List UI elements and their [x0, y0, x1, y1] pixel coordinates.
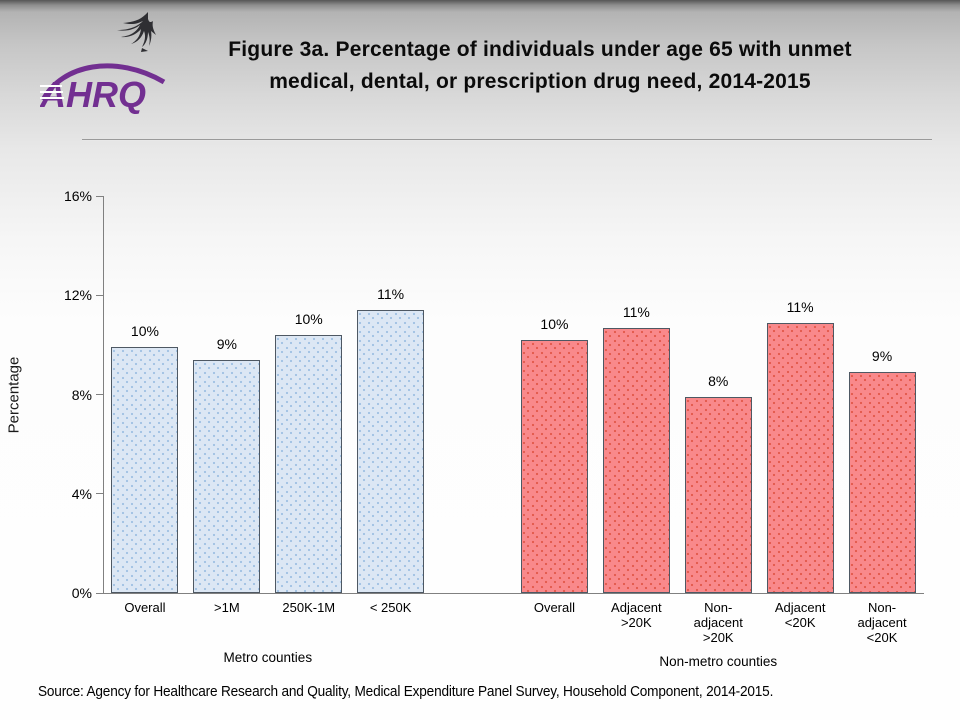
category-label: Overall [533, 600, 576, 615]
slide-title: Figure 3a. Percentage of individuals und… [170, 34, 910, 98]
y-axis-tick [96, 493, 103, 495]
category-label: 250K-1M [282, 600, 336, 615]
y-axis-tick [96, 294, 103, 296]
bar-value-label: 11% [622, 304, 650, 320]
bar-<-250k [357, 310, 425, 593]
y-axis-line [103, 196, 104, 594]
bar-value-label: 10% [130, 323, 159, 339]
y-axis-tick-label: 8% [71, 386, 92, 403]
bar-value-label: 11% [786, 299, 814, 315]
y-axis-tick [96, 592, 103, 594]
bar-value-label: 9% [216, 336, 237, 352]
category-label: >1M [214, 600, 240, 615]
ahrq-logo-text: AHRQ [40, 74, 146, 114]
ahrq-logo: AHRQ [40, 63, 166, 114]
bar->1m [193, 360, 261, 593]
bar-non--adjacent->20k [684, 397, 752, 593]
bar-value-label: 9% [871, 348, 893, 364]
category-label: Non- adjacent >20K [693, 600, 743, 645]
y-axis-tick-label: 16% [63, 188, 92, 204]
y-axis-tick [96, 394, 103, 395]
category-label: < 250K [369, 600, 412, 615]
group-label-non-metro: Non-metro counties [659, 654, 778, 669]
group-label-metro: Metro counties [223, 650, 313, 665]
bar-overall [520, 340, 588, 593]
bar-non--adjacent-<20k [848, 372, 916, 593]
category-label: Non- adjacent <20K [857, 600, 907, 645]
header-divider [82, 139, 932, 141]
y-axis-tick [96, 195, 103, 197]
category-label: Overall [124, 600, 166, 615]
bar-value-label: 11% [377, 286, 405, 302]
hhs-eagle-icon [117, 12, 156, 52]
slide-title-line2: medical, dental, or prescription drug ne… [269, 70, 811, 93]
source-note: Source: Agency for Healthcare Research a… [38, 684, 774, 700]
bar-250k-1m [275, 335, 343, 593]
category-label: Adjacent <20K [774, 600, 826, 630]
slide-title-line1: Figure 3a. Percentage of individuals und… [228, 38, 852, 61]
bar-value-label: 10% [294, 311, 323, 327]
bar-overall [111, 347, 179, 593]
y-axis-tick-label: 0% [71, 585, 92, 601]
category-label: Adjacent >20K [611, 600, 662, 630]
agency-logo-block: AHRQ [38, 6, 248, 114]
bar-adjacent->20k [602, 328, 670, 593]
y-axis-tick-label: 12% [63, 287, 92, 304]
bar-chart: 0% 4% 8% 12% 16% 10% Overall 9% >1M 10% 250K-1M 11%… [64, 188, 924, 669]
bar-value-label: 10% [540, 316, 569, 332]
bar-value-label: 8% [708, 373, 729, 389]
bar-adjacent-<20k [766, 323, 834, 593]
y-axis-tick-label: 4% [71, 485, 92, 502]
x-axis-line [103, 593, 924, 594]
